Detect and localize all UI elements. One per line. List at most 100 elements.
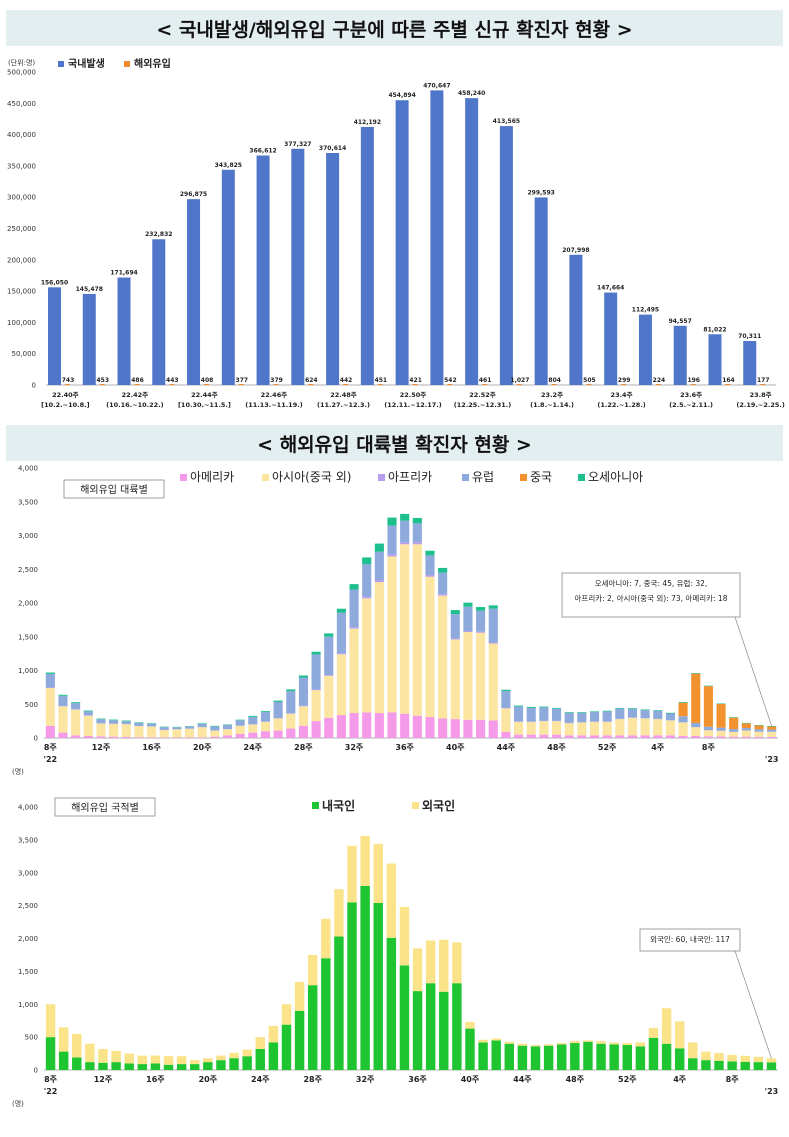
stacked-bar-segment (400, 513, 410, 521)
stacked-bar-segment (450, 638, 460, 640)
stacked-bar-segment (242, 1049, 252, 1057)
stacked-bar-segment (627, 708, 638, 709)
x-tick: 4주 (651, 743, 665, 752)
overseas-bar (343, 384, 349, 385)
stacked-bar-segment (589, 721, 600, 736)
stacked-bar-segment (425, 574, 435, 577)
y-tick: 2,000 (18, 600, 38, 608)
legend-swatch (578, 474, 585, 481)
stacked-bar-segment (753, 1056, 764, 1063)
overseas-bar (412, 384, 418, 385)
stacked-bar-segment (134, 722, 144, 723)
stacked-bar-segment (336, 654, 346, 716)
domestic-value-label: 377,327 (284, 141, 311, 148)
stacked-bar-segment (349, 627, 359, 629)
stacked-bar-segment (488, 642, 498, 644)
stacked-bar-segment (609, 1042, 619, 1045)
y-tick: 350,000 (7, 162, 36, 170)
stacked-bar-segment (311, 690, 321, 722)
domestic-value-label: 412,192 (354, 119, 381, 126)
stacked-bar-segment (298, 706, 308, 726)
stacked-bar-segment (386, 863, 397, 938)
stacked-bar-segment (691, 727, 701, 736)
annotation-text: 오세아니아: 7, 중국: 45, 유럽: 32, (595, 578, 708, 588)
stacked-bar-segment (665, 713, 675, 721)
domestic-bar (465, 98, 479, 386)
stacked-bar-segment (311, 689, 321, 691)
overseas-bar (690, 384, 696, 385)
stacked-bar-segment (425, 940, 436, 984)
stacked-bar-segment (184, 726, 195, 729)
stacked-bar-segment (551, 721, 562, 735)
overseas-value-label: 461 (479, 377, 492, 384)
stacked-bar-segment (58, 1027, 69, 1052)
stacked-bar-segment (640, 718, 650, 736)
stacked-bar-segment (172, 727, 182, 730)
legend-swatch (378, 474, 385, 481)
stacked-bar-segment (400, 713, 410, 738)
x-tick: 24주 (251, 1075, 270, 1084)
stacked-bar-segment (412, 991, 423, 1070)
y-tick: 2,500 (18, 566, 38, 574)
y-tick: 2,500 (18, 902, 38, 910)
stacked-bar-segment (514, 706, 524, 722)
stacked-bar-segment (222, 724, 233, 726)
domestic-bar (638, 314, 652, 385)
stacked-bar-segment (530, 1045, 541, 1047)
stacked-bar-segment (526, 721, 536, 735)
stacked-bar-segment (349, 589, 359, 628)
stacked-bar-segment (362, 598, 372, 713)
y-tick: 1,500 (18, 633, 38, 641)
stacked-bar-segment (150, 1063, 161, 1070)
domestic-value-label: 454,894 (388, 92, 415, 99)
stacked-bar-segment (678, 702, 688, 717)
stacked-bar-segment (281, 1024, 292, 1070)
domestic-bar (152, 239, 166, 385)
domestic-bar (743, 340, 757, 385)
x-tick: 32주 (345, 743, 364, 752)
stacked-bar-segment (203, 1058, 213, 1063)
stacked-bar-segment (109, 736, 119, 738)
stacked-bar-segment (281, 1004, 292, 1025)
y-unit: (명) (12, 767, 24, 776)
stacked-bar-segment (111, 1062, 121, 1070)
x-tick: 40주 (446, 743, 465, 752)
domestic-bar (499, 126, 513, 385)
stacked-bar-segment (147, 723, 157, 727)
overseas-value-label: 177 (757, 377, 770, 384)
stacked-bar-segment (539, 707, 549, 721)
domestic-value-label: 470,647 (423, 82, 450, 89)
overseas-bar (586, 384, 592, 385)
overseas-value-label: 505 (583, 377, 596, 384)
overseas-bar (516, 384, 522, 385)
stacked-bar-segment (665, 712, 675, 714)
x-tick: 36주 (408, 1075, 427, 1084)
legend-label: 아시아(중국 외) (272, 470, 351, 484)
stacked-bar-segment (96, 719, 106, 724)
stacked-bar-segment (321, 958, 331, 1070)
stacked-bar-segment (661, 1043, 672, 1070)
stacked-bar-segment (147, 723, 157, 724)
overseas-bar (482, 384, 488, 385)
stacked-bar-segment (754, 729, 764, 732)
stacked-bar-segment (222, 729, 233, 736)
domestic-value-label: 232,832 (145, 231, 172, 238)
stacked-bar-segment (45, 1004, 56, 1038)
stacked-bar-segment (476, 610, 486, 632)
legend-swatch (180, 474, 187, 481)
legend-swatch (462, 474, 469, 481)
stacked-bar-segment (134, 722, 144, 726)
stacked-bar-segment (235, 719, 245, 721)
nationality-chart: 0 500 1,000 1,500 2,000 2,500 3,000 3,500 4,000 8… (12, 797, 778, 1108)
stacked-bar-segment (740, 1061, 750, 1070)
domestic-value-label: 171,694 (110, 270, 137, 277)
domestic-bar (221, 169, 235, 385)
stacked-bar-segment (514, 734, 524, 738)
stacked-bar-segment (336, 653, 346, 655)
stacked-bar-segment (45, 687, 55, 689)
stacked-bar-segment (268, 1025, 279, 1043)
stacked-bar-segment (767, 726, 777, 730)
legend-label: 오세아니아 (588, 470, 643, 484)
stacked-bar-segment (653, 710, 663, 719)
y-tick: 4,000 (18, 804, 38, 812)
